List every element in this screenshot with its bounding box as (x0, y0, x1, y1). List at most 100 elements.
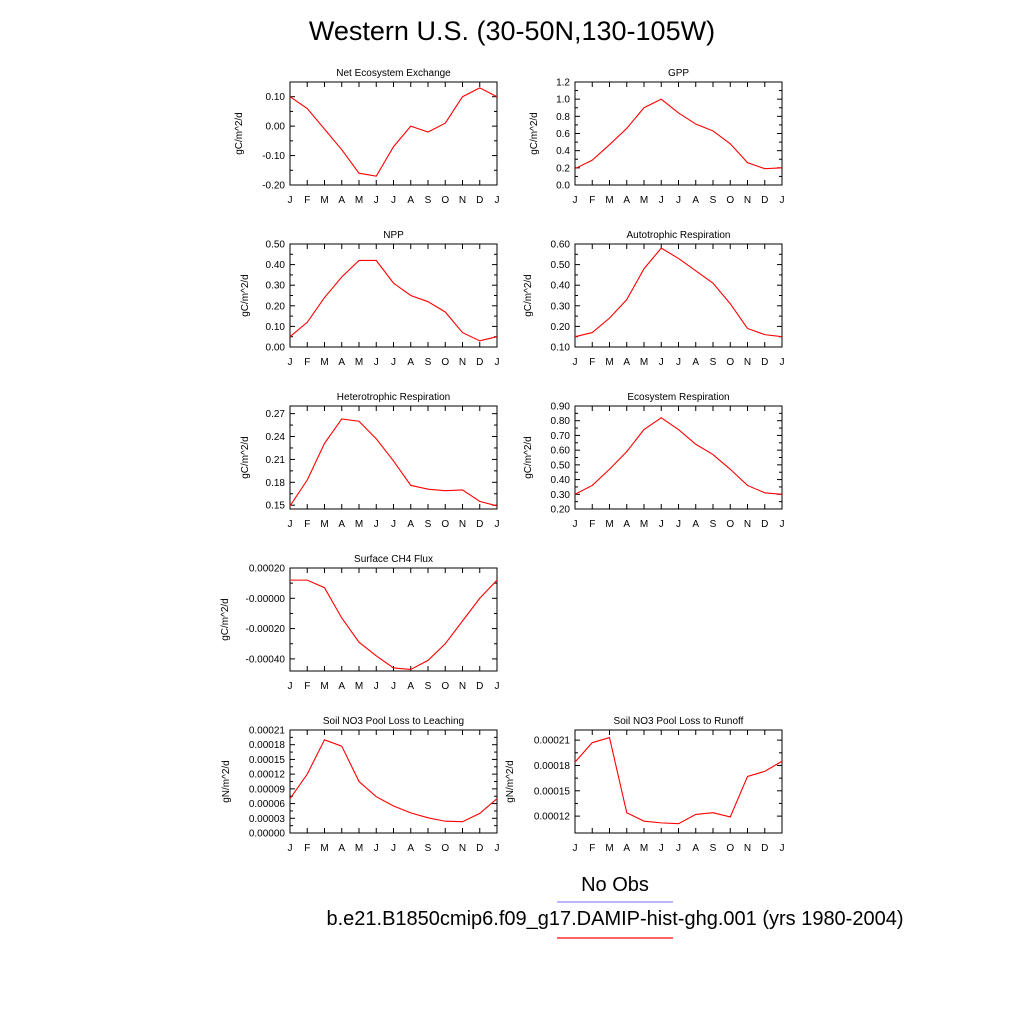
y-tick-label: 0.10 (551, 343, 571, 354)
y-tick-label: 0.00012 (534, 812, 571, 823)
series-line-npp (289, 259, 498, 342)
y-tick-label: 0.00020 (249, 564, 286, 575)
y-tick-label: 0.20 (266, 301, 286, 312)
x-tick-label: J (676, 519, 681, 530)
y-tick-label: 0.00012 (249, 770, 286, 781)
y-tick-label: 0.00021 (249, 726, 286, 737)
x-tick-label: F (304, 357, 310, 368)
x-tick-label: M (320, 357, 328, 368)
x-tick-label: O (726, 195, 734, 206)
series-line-hr (289, 418, 498, 507)
x-tick-label: S (425, 843, 432, 854)
x-tick-label: A (338, 843, 345, 854)
panel-title: NPP (383, 230, 404, 241)
x-tick-label: O (726, 843, 734, 854)
x-tick-label: D (476, 195, 483, 206)
x-tick-label: M (640, 195, 648, 206)
x-tick-label: M (320, 681, 328, 692)
x-tick-label: J (374, 357, 379, 368)
x-tick-label: M (605, 195, 613, 206)
x-tick-label: F (589, 519, 595, 530)
y-tick-label: 0.40 (551, 475, 571, 486)
y-tick-label: 0.00009 (249, 784, 286, 795)
y-tick-label: -0.00040 (246, 654, 286, 665)
x-tick-label: F (589, 195, 595, 206)
x-tick-label: M (605, 357, 613, 368)
x-tick-label: S (710, 843, 717, 854)
x-tick-label: J (495, 195, 500, 206)
y-tick-label: 0.00015 (249, 755, 286, 766)
x-tick-label: N (744, 195, 751, 206)
y-tick-label: 0.20 (551, 322, 571, 333)
y-tick-label: 0.8 (556, 112, 570, 123)
x-tick-label: N (459, 681, 466, 692)
y-tick-label: 1.0 (556, 95, 570, 106)
x-tick-label: J (659, 357, 664, 368)
y-tick-label: 0.00 (266, 122, 286, 133)
x-tick-label: D (761, 519, 768, 530)
x-tick-label: S (710, 519, 717, 530)
x-tick-label: M (605, 843, 613, 854)
x-tick-label: S (425, 681, 432, 692)
x-tick-label: A (407, 357, 414, 368)
y-tick-label: 0.50 (266, 240, 286, 251)
x-tick-label: A (692, 519, 699, 530)
x-tick-label: S (425, 195, 432, 206)
x-tick-label: J (676, 843, 681, 854)
y-tick-label: 0.24 (266, 432, 286, 443)
plot-frame (574, 243, 783, 348)
plot-frame (289, 81, 498, 186)
plot-frame (289, 729, 498, 834)
x-tick-label: A (338, 357, 345, 368)
y-axis-label: gC/m^2/d (523, 274, 534, 317)
y-tick-label: 0.21 (266, 455, 286, 466)
x-tick-label: J (659, 843, 664, 854)
x-tick-label: J (391, 519, 396, 530)
legend-obs-label: No Obs (581, 874, 649, 896)
legend: No Obs b.e21.B1850cmip6.f09_g17.DAMIP-his… (326, 874, 904, 939)
x-tick-label: F (304, 681, 310, 692)
y-tick-label: 0.70 (551, 431, 571, 442)
x-tick-label: A (407, 519, 414, 530)
y-tick-label: 0.00015 (534, 786, 571, 797)
x-tick-label: M (640, 357, 648, 368)
y-tick-label: 0.10 (266, 322, 286, 333)
x-tick-label: A (623, 195, 630, 206)
x-tick-label: J (573, 357, 578, 368)
x-tick-label: D (761, 357, 768, 368)
x-tick-label: N (744, 843, 751, 854)
x-tick-label: D (476, 681, 483, 692)
y-tick-label: 0.30 (551, 490, 571, 501)
series-line-ch4 (290, 579, 498, 671)
x-tick-label: A (692, 357, 699, 368)
x-tick-label: A (623, 519, 630, 530)
y-tick-label: 0.00 (266, 343, 286, 354)
plot-frame (574, 405, 783, 510)
y-axis-label: gC/m^2/d (220, 598, 231, 641)
x-tick-label: O (726, 519, 734, 530)
y-axis-label: gC/m^2/d (240, 436, 251, 479)
y-axis-label: gC/m^2/d (529, 112, 540, 155)
y-tick-label: 0.40 (551, 281, 571, 292)
x-tick-label: M (320, 519, 328, 530)
x-tick-label: D (476, 843, 483, 854)
panel-title: Net Ecosystem Exchange (336, 68, 451, 79)
x-tick-label: J (391, 357, 396, 368)
y-tick-label: 0.4 (556, 146, 570, 157)
x-tick-label: A (623, 357, 630, 368)
x-tick-label: M (640, 843, 648, 854)
plot-frame (289, 567, 498, 672)
y-tick-label: 1.2 (556, 78, 570, 89)
x-tick-label: N (459, 843, 466, 854)
figure-title: Western U.S. (30-50N,130-105W) (308, 16, 716, 46)
y-axis-label: gC/m^2/d (523, 436, 534, 479)
x-tick-label: M (355, 519, 363, 530)
x-tick-label: J (374, 843, 379, 854)
y-tick-label: 0.90 (551, 402, 571, 413)
